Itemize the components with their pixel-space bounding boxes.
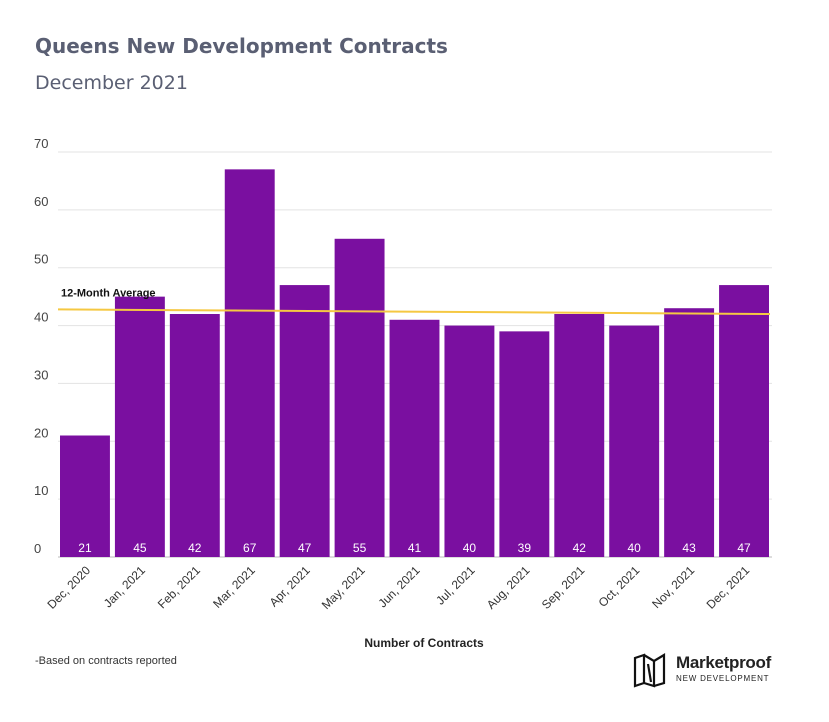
x-axis-label: Number of Contracts [364,636,484,650]
x-tick-label: Aug, 2021 [484,563,533,612]
x-tick-label: Feb, 2021 [155,563,203,611]
bar [169,314,220,557]
bar [719,285,769,557]
y-tick-label: 20 [34,425,48,440]
data-label: 55 [353,541,367,555]
y-tick-label: 0 [34,541,41,556]
data-label: 47 [737,541,751,555]
logo-tagline: NEW DEVELOPMENT [676,674,770,683]
chart-title: Queens New Development Contracts [35,34,448,58]
bar [609,325,660,557]
bar [279,285,330,557]
bar [389,319,440,557]
average-line-group: 12-Month Average [57,287,771,315]
bar [444,325,495,557]
data-label: 21 [78,541,92,555]
data-label: 39 [518,541,532,555]
x-axis-ticks: Dec, 2020 Jan, 2021 Feb, 2021 Mar, 2021 Apr,… [45,563,753,612]
x-tick-label: Nov, 2021 [649,563,697,611]
bars [60,169,769,558]
marketproof-logo-icon [633,653,666,688]
data-label: 41 [408,541,422,555]
y-tick-label: 50 [34,252,48,267]
data-label: 47 [298,541,312,555]
data-label: 40 [628,541,642,555]
bar [499,331,550,557]
x-tick-label: Mar, 2021 [210,563,258,611]
data-label: 45 [133,541,147,555]
y-tick-label: 70 [34,136,48,151]
y-tick-label: 10 [34,483,48,498]
y-tick-label: 40 [34,310,48,325]
footnote: -Based on contracts reported [35,655,177,667]
x-tick-label: Sep, 2021 [539,563,588,612]
data-label: 43 [682,541,696,555]
y-tick-label: 30 [34,367,48,382]
data-label: 42 [188,541,202,555]
marketproof-logo: Marketproof NEW DEVELOPMENT [632,652,792,692]
bar [554,314,605,557]
logo-name: Marketproof [676,653,771,672]
bar [114,296,165,557]
x-tick-label: Jan, 2021 [101,563,148,610]
x-tick-label: Dec, 2021 [704,563,753,612]
data-label: 67 [243,541,257,555]
data-labels: 21 45 42 67 47 55 41 40 39 42 40 43 47 [78,541,751,555]
y-axis-ticks: 0 10 20 30 40 50 60 70 [34,136,48,556]
data-label: 40 [463,541,477,555]
x-tick-label: Apr, 2021 [267,563,313,609]
x-tick-label: May, 2021 [319,563,368,612]
bar [334,238,385,558]
bar [60,435,110,557]
bar [224,169,275,557]
x-tick-label: Jul, 2021 [433,563,478,608]
chart-subtitle: December 2021 [35,72,188,94]
data-label: 42 [573,541,587,555]
x-tick-label: Dec, 2020 [45,563,94,612]
y-tick-label: 60 [34,194,48,209]
average-line [57,308,771,315]
bar [664,308,715,557]
x-tick-label: Jun, 2021 [375,563,422,610]
average-line-label: 12-Month Average [61,287,156,299]
x-tick-label: Oct, 2021 [596,563,643,610]
